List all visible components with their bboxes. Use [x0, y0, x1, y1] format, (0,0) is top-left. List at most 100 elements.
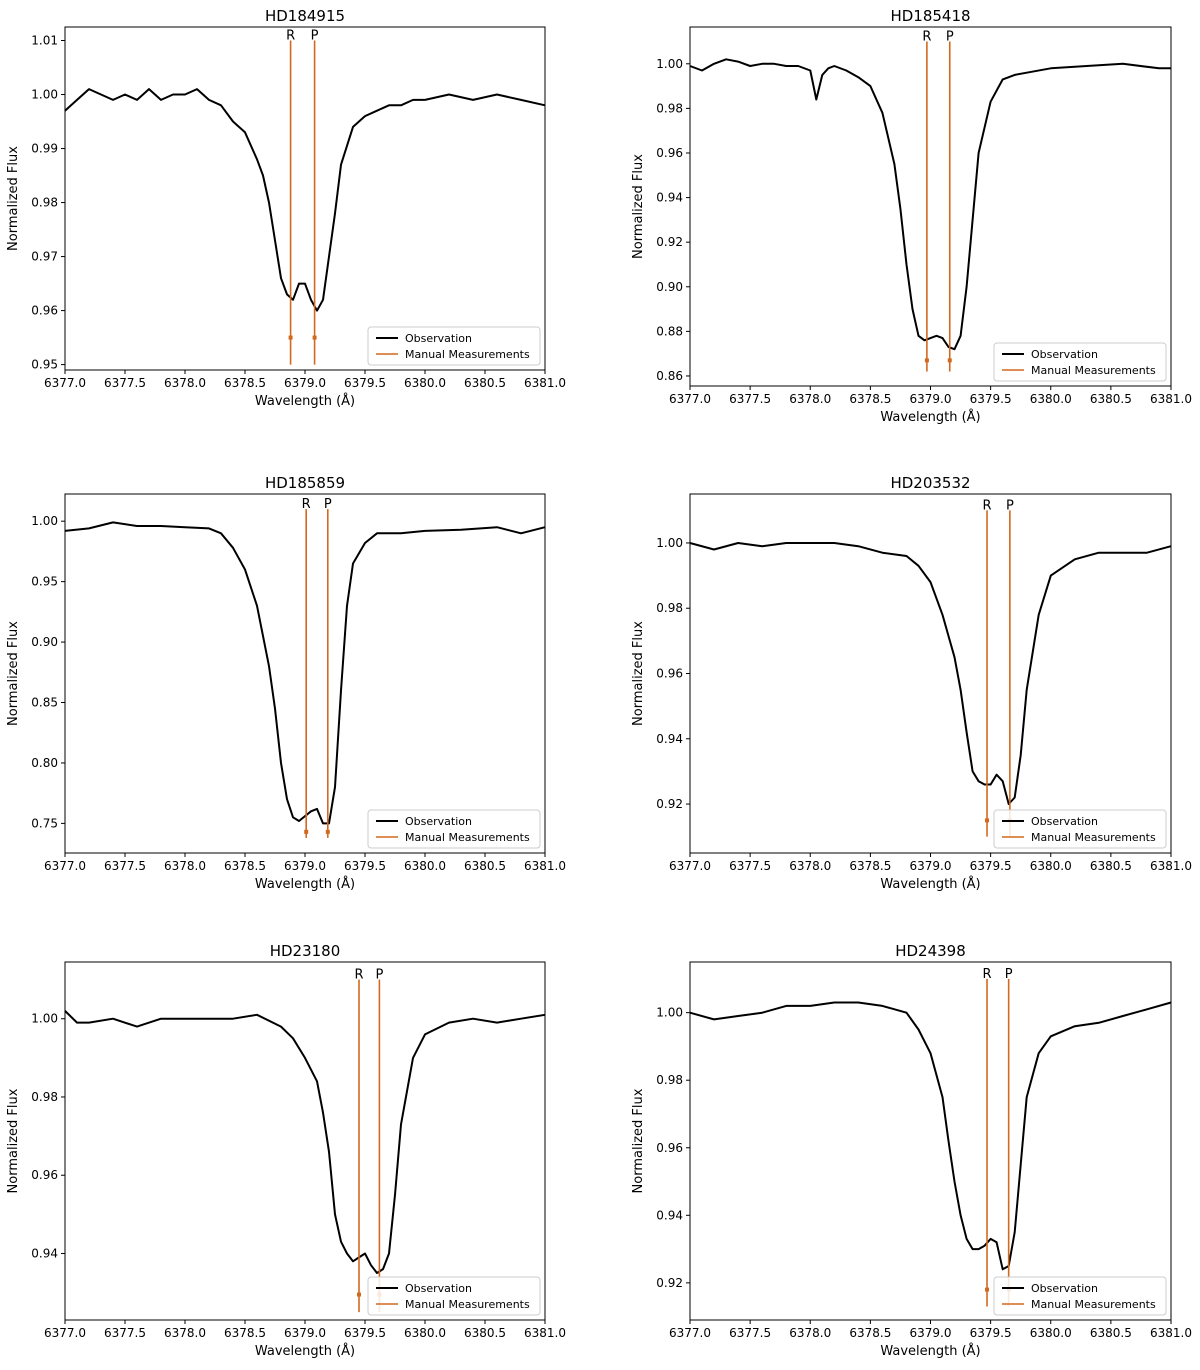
- y-tick-label: 0.86: [656, 369, 683, 383]
- y-axis-label: Normalized Flux: [631, 154, 646, 259]
- legend-box: [367, 809, 541, 849]
- x-axis-label: Wavelength (Å): [255, 1343, 355, 1359]
- y-tick-label: 1.00: [31, 1012, 58, 1026]
- chart-title: HD23180: [270, 942, 341, 960]
- manual-measurement-point: [304, 829, 309, 834]
- legend-box: [993, 342, 1167, 382]
- manual-measurement-point: [325, 829, 330, 834]
- x-tick-label: 6380.0: [404, 1326, 446, 1340]
- legend-label: Observation: [405, 1282, 472, 1295]
- y-tick-label: 0.98: [656, 601, 683, 615]
- line-label-p: P: [375, 968, 383, 983]
- y-tick-label: 0.96: [656, 146, 683, 160]
- x-tick-label: 6380.5: [464, 1326, 506, 1340]
- legend-box: [367, 1276, 541, 1316]
- observation-line: [689, 58, 1171, 351]
- y-tick-label: 0.85: [31, 696, 58, 710]
- x-tick-label: 6378.0: [789, 392, 831, 406]
- x-tick-label: 6377.5: [729, 859, 771, 873]
- x-tick-label: 6377.5: [104, 376, 146, 390]
- x-tick-label: 6378.5: [849, 392, 891, 406]
- manual-measurement-point: [288, 335, 293, 340]
- y-tick-label: 0.96: [31, 1168, 58, 1182]
- x-axis-label: Wavelength (Å): [255, 393, 355, 409]
- y-tick-label: 0.94: [656, 1208, 683, 1222]
- legend-label: Observation: [1031, 1282, 1098, 1295]
- chart-panel-2: HD185418 6377.0 6377.5 6378.0 6378.5 6379.0 63…: [631, 7, 1192, 425]
- x-tick-label: 6377.0: [44, 859, 86, 873]
- line-label-p: P: [946, 29, 954, 44]
- x-tick-label: 6380.5: [1090, 859, 1132, 873]
- chart-panel-5: HD23180 6377.0 6377.5 6378.0 6378.5 6379.0 637…: [6, 942, 566, 1359]
- x-tick-label: 6380.0: [404, 376, 446, 390]
- y-axis-label: Normalized Flux: [6, 621, 21, 726]
- line-label-p: P: [311, 29, 319, 44]
- x-tick-label: 6378.0: [789, 859, 831, 873]
- chart-title: HD185418: [890, 7, 970, 25]
- x-tick-label: 6380.5: [1090, 1326, 1132, 1340]
- x-tick-label: 6378.5: [849, 859, 891, 873]
- x-tick-label: 6380.0: [1030, 859, 1072, 873]
- x-tick-label: 6377.0: [44, 1326, 86, 1340]
- y-tick-label: 1.01: [31, 34, 58, 48]
- y-axis-label: Normalized Flux: [631, 621, 646, 726]
- x-tick-label: 6377.5: [104, 859, 146, 873]
- x-axis-label: Wavelength (Å): [880, 409, 980, 425]
- plot-frame: [689, 26, 1172, 387]
- y-tick-label: 0.92: [656, 1276, 683, 1290]
- legend: Observation Manual Measurements: [367, 809, 541, 849]
- plot-frame: [64, 961, 546, 1321]
- x-tick-label: 6379.0: [910, 392, 952, 406]
- legend-box: [993, 809, 1167, 849]
- x-tick-label: 6378.5: [224, 376, 266, 390]
- x-tick-label: 6381.0: [524, 376, 566, 390]
- legend: Observation Manual Measurements: [367, 1276, 541, 1316]
- legend-label: Observation: [1031, 815, 1098, 828]
- y-tick-label: 1.00: [656, 536, 683, 550]
- y-tick-label: 0.92: [656, 235, 683, 249]
- y-tick-label: 0.95: [31, 575, 58, 589]
- legend: Observation Manual Measurements: [993, 342, 1167, 382]
- observation-line: [64, 88, 546, 312]
- x-tick-label: 6379.5: [344, 1326, 386, 1340]
- x-axis-label: Wavelength (Å): [255, 876, 355, 892]
- x-tick-label: 6379.5: [344, 376, 386, 390]
- y-tick-label: 0.94: [31, 1246, 58, 1260]
- x-tick-label: 6381.0: [524, 1326, 566, 1340]
- y-tick-label: 0.94: [656, 191, 683, 205]
- legend: Observation Manual Measurements: [993, 1276, 1167, 1316]
- x-tick-label: 6380.0: [404, 859, 446, 873]
- y-tick-label: 0.98: [656, 1073, 683, 1087]
- x-tick-label: 6378.0: [164, 859, 206, 873]
- observation-line: [689, 1001, 1172, 1271]
- x-tick-label: 6379.0: [284, 859, 326, 873]
- chart-panel-6: HD24398 6377.0 6377.5 6378.0 6378.5 6379.0 637…: [631, 942, 1192, 1359]
- line-label-r: R: [354, 968, 363, 983]
- y-tick-label: 0.99: [31, 142, 58, 156]
- manual-measurement-point: [985, 1287, 990, 1292]
- x-tick-label: 6380.5: [464, 376, 506, 390]
- legend-label: Manual Measurements: [405, 348, 530, 361]
- x-tick-label: 6380.5: [464, 859, 506, 873]
- x-tick-label: 6378.0: [164, 376, 206, 390]
- legend-label: Manual Measurements: [1031, 364, 1156, 377]
- y-tick-label: 0.98: [31, 1090, 58, 1104]
- legend: Observation Manual Measurements: [367, 326, 541, 366]
- legend-box: [993, 1276, 1167, 1316]
- x-tick-label: 6377.0: [44, 376, 86, 390]
- legend-label: Manual Measurements: [1031, 831, 1156, 844]
- observation-line: [689, 542, 1172, 805]
- legend: Observation Manual Measurements: [993, 809, 1167, 849]
- legend-label: Observation: [405, 815, 472, 828]
- x-tick-label: 6377.0: [669, 859, 711, 873]
- plot-frame: [689, 961, 1172, 1321]
- line-label-r: R: [302, 497, 311, 512]
- x-tick-label: 6377.0: [669, 1326, 711, 1340]
- x-tick-label: 6378.5: [224, 1326, 266, 1340]
- y-tick-label: 0.88: [656, 324, 683, 338]
- x-axis-label: Wavelength (Å): [880, 876, 980, 892]
- y-tick-label: 0.98: [656, 101, 683, 115]
- y-axis-label: Normalized Flux: [6, 146, 21, 251]
- x-tick-label: 6379.5: [970, 392, 1012, 406]
- legend-box: [367, 326, 541, 366]
